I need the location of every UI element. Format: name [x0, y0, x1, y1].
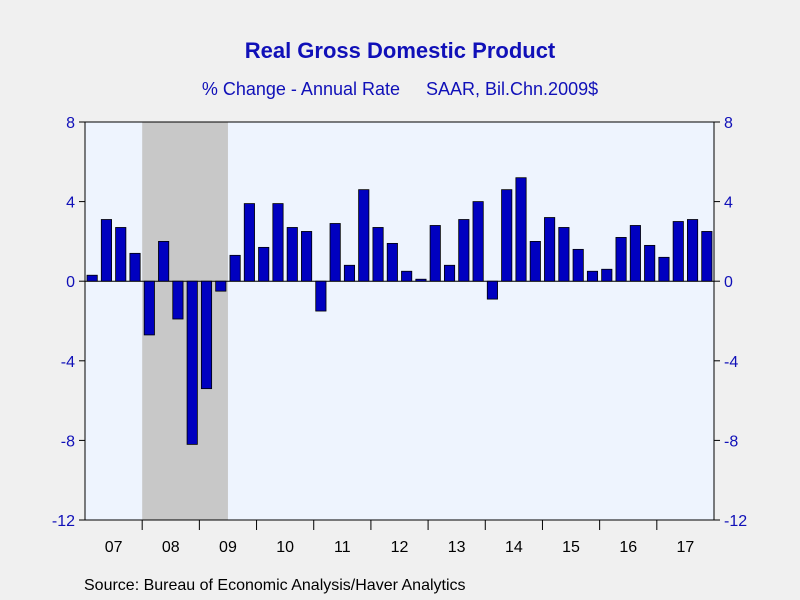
x-tick-label: 07 [105, 539, 123, 556]
bar [701, 231, 713, 282]
bar [658, 256, 670, 282]
bar [86, 274, 98, 282]
x-tick-label: 13 [448, 539, 466, 556]
x-tick-label: 14 [505, 539, 523, 556]
x-tick-label: 17 [677, 539, 695, 556]
bar [429, 225, 441, 282]
bar [615, 237, 627, 282]
x-tick-label: 12 [391, 539, 409, 556]
bar [644, 244, 656, 282]
bar [115, 227, 127, 282]
bar [629, 225, 641, 282]
bar [286, 227, 298, 282]
source-note: Source: Bureau of Economic Analysis/Have… [84, 577, 466, 594]
bar [544, 217, 556, 282]
bar [315, 280, 327, 312]
y-tick-label-left: -8 [61, 433, 75, 450]
y-tick-label-left: 0 [66, 274, 75, 291]
plot-frame [84, 121, 715, 521]
chart-subtitle: % Change - Annual Rate SAAR, Bil.Chn.2009… [0, 79, 800, 100]
bar [301, 231, 313, 282]
y-tick-label-right: 4 [724, 195, 733, 212]
bar [687, 219, 699, 282]
recession-shading [142, 122, 228, 520]
bar [186, 280, 198, 445]
x-tick-label: 09 [219, 539, 237, 556]
x-tick-label: 08 [162, 539, 180, 556]
bar [515, 177, 527, 282]
x-tick-label: 11 [334, 539, 351, 556]
bar [601, 268, 613, 282]
x-tick-label: 16 [619, 539, 637, 556]
y-tick-label-left: 4 [66, 195, 75, 212]
y-tick-label-left: -4 [61, 354, 75, 371]
y-tick-label-right: -8 [724, 433, 738, 450]
x-tick-label: 15 [562, 539, 580, 556]
bar [172, 280, 184, 320]
bar [558, 227, 570, 282]
bar [129, 252, 141, 282]
subtitle-units: SAAR, Bil.Chn.2009$ [426, 79, 599, 99]
bar [443, 264, 456, 282]
bar [529, 240, 541, 282]
y-tick-label-left: 8 [66, 115, 75, 132]
bar [472, 201, 484, 282]
bar [501, 189, 513, 282]
bar [143, 280, 155, 336]
x-tick-label: 10 [276, 539, 294, 556]
bar [415, 278, 427, 282]
bar [586, 270, 599, 282]
bar [358, 189, 370, 282]
y-tick-label-right: -12 [724, 513, 747, 530]
y-tick-label-left: -12 [52, 513, 75, 530]
y-tick-label-right: 0 [724, 274, 733, 291]
y-tick-label-right: 8 [724, 115, 733, 132]
bar [243, 203, 255, 282]
bar [158, 240, 170, 282]
bar [486, 280, 498, 300]
bar [200, 280, 213, 390]
subtitle-measure: % Change - Annual Rate [201, 79, 401, 99]
bar [401, 270, 413, 282]
bar [572, 248, 584, 282]
bar [329, 223, 341, 282]
bar [343, 264, 356, 282]
bar [258, 246, 270, 282]
bar [272, 203, 284, 282]
bar [458, 219, 470, 282]
y-tick-label-right: -4 [724, 354, 738, 371]
bar [229, 254, 241, 282]
chart-title: Real Gross Domestic Product [244, 38, 556, 63]
bar [100, 219, 112, 282]
bar [386, 242, 398, 282]
bar [215, 280, 227, 292]
bar [372, 227, 384, 282]
bar [672, 221, 684, 282]
